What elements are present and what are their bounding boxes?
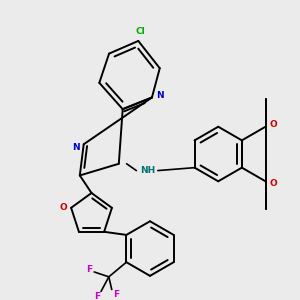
Text: F: F bbox=[114, 290, 120, 299]
Text: O: O bbox=[269, 179, 277, 188]
Text: NH: NH bbox=[140, 166, 156, 175]
Text: O: O bbox=[269, 120, 277, 129]
Text: N: N bbox=[156, 91, 164, 100]
Text: O: O bbox=[59, 203, 67, 212]
Text: N: N bbox=[72, 143, 80, 152]
Text: F: F bbox=[86, 265, 92, 274]
Text: Cl: Cl bbox=[135, 27, 145, 36]
Text: F: F bbox=[94, 292, 100, 300]
